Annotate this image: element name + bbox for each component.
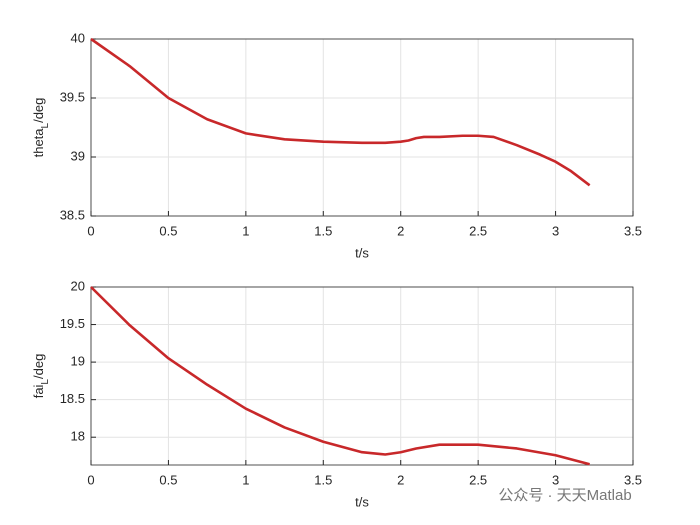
x-tick-label: 0.5 (159, 472, 177, 487)
x-tick-label: 0 (87, 472, 94, 487)
y-tick-label: 20 (71, 278, 85, 293)
y-axis-label: thetaL/deg (31, 98, 51, 158)
y-tick-label: 39 (71, 148, 85, 163)
y-tick-label: 19.5 (60, 316, 85, 331)
x-axis-label: t/s (355, 494, 369, 509)
x-tick-label: 2.5 (469, 223, 487, 238)
x-tick-label: 3.5 (624, 223, 642, 238)
x-tick-label: 3 (552, 223, 559, 238)
x-axis-label: t/s (355, 245, 369, 260)
y-tick-label: 19 (71, 354, 85, 369)
x-tick-label: 0 (87, 223, 94, 238)
y-tick-label: 38.5 (60, 207, 85, 222)
y-tick-label: 18 (71, 429, 85, 444)
watermark: 公众号 · 天天Matlab (498, 487, 631, 504)
x-tick-label: 1 (242, 223, 249, 238)
x-tick-label: 2 (397, 223, 404, 238)
y-axis-label: faiL/deg (31, 354, 51, 399)
y-axis-label-part: /deg (31, 98, 46, 123)
axes-box (90, 38, 634, 217)
y-tick-label: 39.5 (60, 89, 85, 104)
axes-box (90, 286, 634, 466)
y-tick-label: 18.5 (60, 391, 85, 406)
y-axis-label-part: L (40, 379, 51, 385)
x-tick-label: 2.5 (469, 472, 487, 487)
x-tick-label: 2 (397, 472, 404, 487)
plot-area (91, 287, 633, 465)
data-line (90, 286, 590, 466)
x-tick-label: 1.5 (314, 472, 332, 487)
x-tick-label: 0.5 (159, 223, 177, 238)
x-tick-label: 1 (242, 472, 249, 487)
y-axis-label-part: theta (31, 128, 46, 158)
x-tick-label: 3.5 (624, 472, 642, 487)
x-tick-label: 1.5 (314, 223, 332, 238)
x-tick-label: 3 (552, 472, 559, 487)
y-axis-label-part: fai (31, 384, 46, 398)
y-tick-label: 40 (71, 30, 85, 45)
y-axis-label-part: /deg (31, 354, 46, 379)
data-line (90, 37, 591, 187)
y-axis-label-part: L (40, 122, 51, 128)
plot-area (91, 39, 633, 216)
